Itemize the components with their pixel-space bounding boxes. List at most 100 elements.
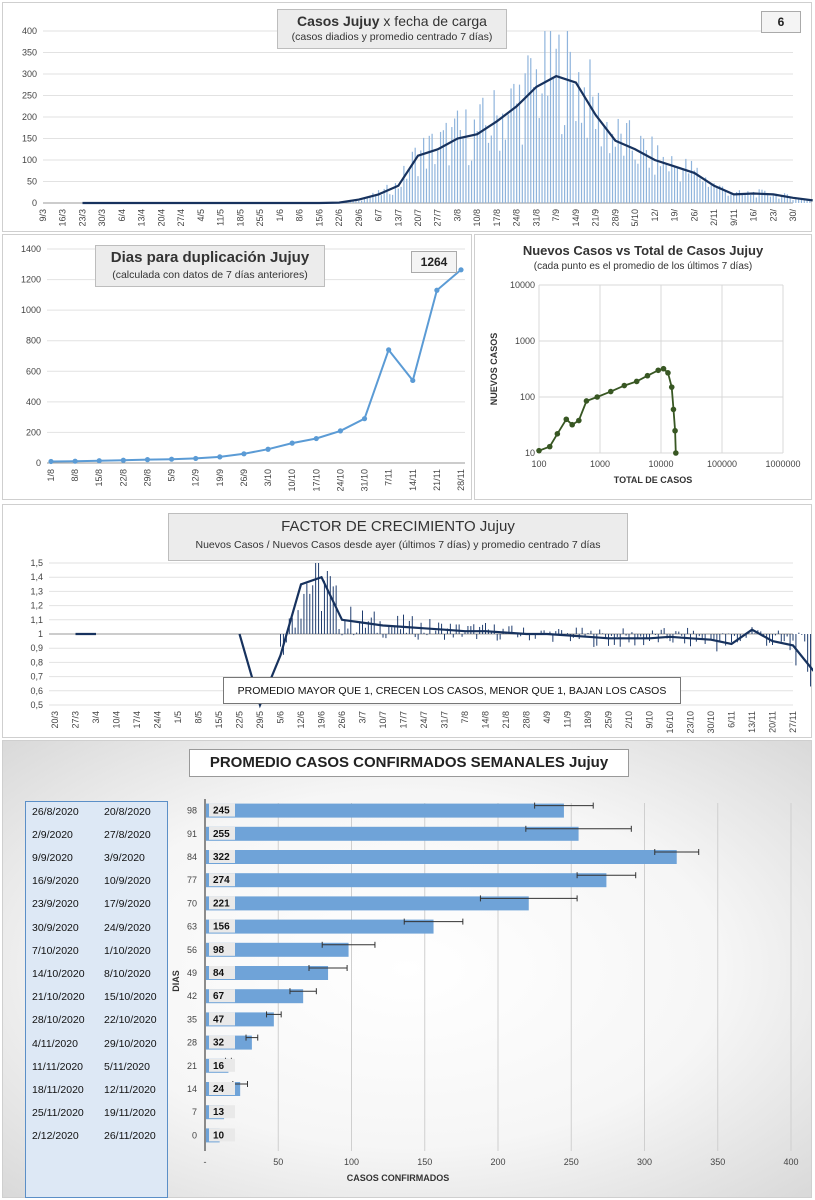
chart5-end-date: 11/11/2020 [32,1060,83,1073]
chart4-x-tick: 28/8 [522,711,532,729]
chart5-start-date: 19/11/2020 [104,1107,156,1120]
chart4-x-tick: 10/4 [112,711,122,729]
chart1-y-tick: 350 [22,48,37,58]
chart5-end-date: 2/12/2020 [32,1130,79,1143]
chart4-x-tick: 27/3 [71,711,81,729]
chart5-days-label: 70 [187,898,197,908]
chart5-value-bg [209,1012,235,1026]
chart3-title: Nuevos Casos vs Total de Casos Jujuy [522,243,764,258]
chart4-x-tick: 4/9 [542,711,552,724]
chart3-point [633,378,640,385]
chart1-x-tick: 19/ [670,209,680,222]
chart4-x-tick: 21/8 [501,711,511,729]
chart3-point [563,416,570,423]
chart2-point [337,428,344,434]
chart5-start-date: 1/10/2020 [104,944,151,957]
chart5-value-label: 98 [213,945,225,956]
chart2-point [361,416,368,422]
chart4-y-tick: 0,5 [30,700,43,710]
chart1-x-tick: 28/9 [610,209,620,227]
chart4-x-tick: 24/4 [153,711,163,729]
chart1-x-tick: 21/9 [591,209,601,227]
chart1-x-tick: 3/8 [452,209,462,222]
chart5-days-label: 0 [192,1130,197,1140]
chart5-x-tick: 100 [344,1157,359,1167]
chart5-end-date: 7/10/2020 [32,944,79,957]
chart3-x-tick: 100000 [707,459,737,469]
chart5-date-table: 26/8/2020 20/8/2020 2/9/2020 27/8/2020 9/9/2… [25,801,168,1198]
chart5-start-date: 8/10/2020 [104,968,151,980]
chart1-x-tick: 13/4 [137,209,147,227]
chart4-y-tick: 0,8 [30,657,43,667]
chart2-x-tick: 29/8 [142,469,152,487]
chart5-days-label: 28 [187,1038,197,1048]
chart5-value-label: 221 [213,898,230,909]
chart5-bar [206,942,349,957]
chart1-x-tick: 6/7 [374,209,384,222]
chart5-value-label: 47 [213,1014,225,1025]
chart4-panel: 0,5 0,6 0,7 0,8 0,9 1 1,1 1,2 1,3 1,4 1,5 20/3 27/3 3… [2,504,813,738]
chart1-x-tick: 11/5 [216,209,226,226]
chart1-y-tick: 150 [22,134,37,144]
chart1-x-tick: 15/6 [314,209,324,227]
chart5-value-label: 156 [213,922,230,933]
chart5-end-date: 16/9/2020 [32,875,79,888]
chart2-x-tick: 19/9 [215,469,225,487]
chart5-bar [206,826,579,841]
chart4-x-tick: 22/5 [235,711,245,729]
chart3-y-tick: 10 [525,448,535,458]
chart5-value-bg [209,896,235,910]
chart3-y-tick: 100 [520,392,535,402]
chart1-y-tick: 300 [22,69,37,79]
chart5-days-label: 35 [187,1014,197,1024]
chart2-point [265,446,271,452]
chart2-point [72,458,78,464]
chart5-end-date: 21/10/2020 [32,991,85,1004]
chart4-x-tick: 7/8 [460,711,470,724]
chart5-start-date: 20/8/2020 [104,805,151,818]
chart4-x-tick: 18/9 [583,711,593,729]
chart5-title-box: PROMEDIO CASOS CONFIRMADOS SEMANALES Juj… [189,749,629,777]
chart3-panel: 100 1000 10000 100000 1000000 10 100 1000 10000 T… [474,234,812,500]
chart1-x-tick: 30/ [788,209,798,222]
chart1-x-tick: 6/4 [117,209,127,222]
chart2-x-tick: 14/11 [408,469,418,491]
chart1-y-tick: 50 [27,177,37,187]
chart5-value-label: 16 [213,1061,225,1072]
chart2-point [120,457,126,463]
chart2-y-tick: 200 [26,427,41,437]
chart1-x-tick: 13/7 [393,209,403,227]
chart1-x-tick: 24/8 [512,209,522,227]
chart1-x-tick: 12/ [650,209,660,222]
chart4-x-tick: 16/10 [665,711,675,734]
chart4-x-tick: 17/4 [132,711,142,729]
chart1-x-tick: 23/3 [77,209,87,227]
chart5-x-tick: - [204,1157,207,1167]
chart5-value-label: 245 [213,806,230,817]
chart4-x-tick: 17/7 [399,711,409,729]
chart3-point [607,388,614,395]
chart5-start-date: 5/11/2020 [104,1060,150,1073]
chart5-start-date: 26/11/2020 [104,1130,156,1143]
chart1-y-tick: 200 [22,112,37,122]
chart5-end-date: 2/9/2020 [32,828,73,841]
chart5-x-tick: 400 [783,1157,798,1167]
chart2-point [168,456,175,462]
chart4-y-tick: 1,5 [30,558,43,568]
chart1-x-tick: 8/6 [295,209,305,222]
chart5-end-date: 26/8/2020 [32,805,79,818]
chart5-start-date: 24/9/2020 [104,921,151,934]
chart4-x-tick: 20/3 [50,711,60,729]
chart5-days-label: 7 [192,1107,197,1117]
chart1-x-tick: 25/5 [255,209,265,227]
chart1-x-tick: 10/8 [472,209,482,227]
chart1-x-tick: 9/3 [38,209,48,222]
chart3-point [644,372,651,379]
chart5-end-date: 9/9/2020 [32,852,73,864]
chart2-point [48,458,54,465]
chart5-x-tick: 250 [564,1157,579,1167]
chart3-y-tick: 1000 [515,336,535,346]
chart4-x-tick: 26/6 [337,711,347,729]
chart4-x-tick: 6/11 [727,711,737,728]
